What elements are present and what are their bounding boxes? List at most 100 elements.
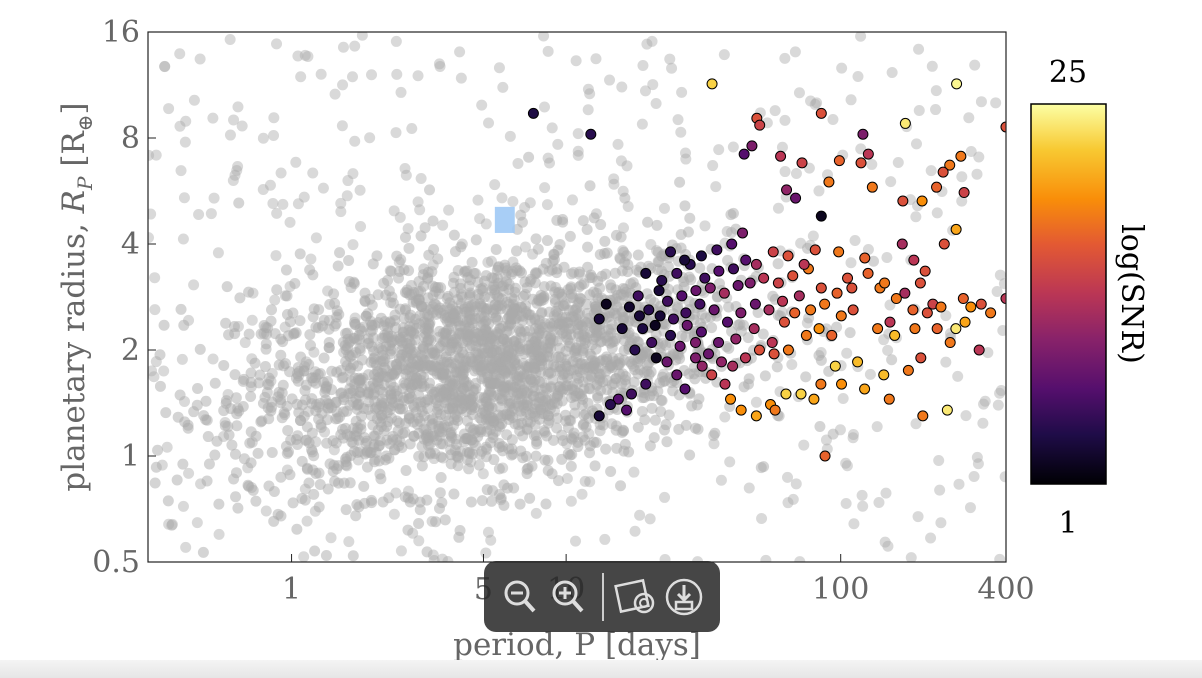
background-point: [582, 307, 594, 319]
background-point: [658, 368, 670, 380]
background-point: [448, 419, 460, 431]
background-point: [582, 241, 594, 253]
screenshot-button[interactable]: [614, 575, 658, 619]
background-point: [599, 235, 611, 247]
background-point: [614, 252, 626, 264]
background-point: [177, 233, 189, 245]
background-point: [428, 453, 440, 465]
highlighted-point: [748, 323, 760, 335]
highlighted-point: [706, 78, 718, 90]
background-point: [569, 304, 581, 316]
background-point: [305, 339, 317, 351]
background-point: [336, 120, 348, 132]
background-point: [295, 351, 307, 363]
background-point: [662, 261, 674, 273]
background-point: [628, 376, 640, 388]
background-point: [913, 104, 925, 116]
background-point: [378, 425, 390, 437]
background-point: [422, 317, 434, 329]
highlighted-point: [787, 270, 799, 282]
background-point: [439, 514, 451, 526]
background-point: [537, 263, 549, 275]
background-point: [219, 416, 231, 428]
background-point: [445, 444, 457, 456]
background-point: [591, 378, 603, 390]
background-point: [578, 409, 590, 421]
window-bottom-bar: [0, 660, 1202, 678]
highlighted-point: [815, 107, 827, 119]
toolbar-divider: [602, 573, 604, 621]
background-point: [319, 426, 331, 438]
background-point: [128, 513, 139, 524]
background-point: [572, 328, 584, 340]
background-point: [680, 331, 692, 343]
background-point: [403, 242, 415, 254]
zoom-in-button[interactable]: [546, 575, 590, 619]
background-point: [608, 173, 620, 185]
background-point: [538, 101, 550, 113]
background-point: [455, 298, 467, 310]
background-point: [415, 172, 427, 184]
background-point: [365, 326, 377, 338]
background-point: [309, 545, 321, 557]
background-point: [864, 368, 876, 380]
background-point: [665, 377, 677, 389]
background-point: [335, 364, 347, 376]
background-point: [300, 356, 312, 368]
background-point: [443, 204, 455, 216]
background-point: [474, 298, 486, 310]
background-point: [523, 361, 535, 373]
background-point: [427, 280, 439, 292]
download-button[interactable]: [662, 575, 706, 619]
background-point: [583, 382, 595, 394]
background-point: [369, 456, 381, 468]
background-point: [494, 401, 506, 413]
background-point: [590, 208, 602, 220]
background-point: [561, 361, 573, 373]
background-point: [229, 448, 241, 460]
background-point: [433, 391, 445, 403]
highlighted-point: [758, 272, 770, 284]
background-point: [640, 85, 652, 97]
background-point: [14, 423, 25, 434]
background-point: [486, 495, 498, 507]
background-point: [402, 524, 414, 536]
highlighted-point: [842, 272, 854, 284]
background-point: [416, 460, 428, 472]
highlighted-point: [805, 304, 817, 316]
background-point: [632, 421, 644, 433]
background-point: [246, 353, 258, 365]
background-point: [530, 429, 542, 441]
background-point: [827, 428, 839, 440]
background-point: [486, 284, 498, 296]
background-point: [543, 321, 555, 333]
background-point: [178, 319, 190, 331]
highlighted-point: [699, 272, 711, 284]
background-point: [656, 250, 668, 262]
background-point: [594, 336, 606, 348]
background-point: [313, 501, 325, 513]
zoom-out-button[interactable]: [498, 575, 542, 619]
background-point: [992, 399, 1004, 411]
highlighted-point: [944, 337, 956, 349]
background-point: [658, 424, 670, 436]
background-point: [310, 436, 322, 448]
background-point: [317, 182, 329, 194]
background-point: [484, 291, 496, 303]
background-point: [334, 411, 346, 423]
background-point: [307, 167, 319, 179]
background-point: [442, 555, 454, 562]
background-point: [163, 518, 175, 530]
background-point: [376, 332, 388, 344]
background-point: [882, 540, 894, 552]
highlighted-point: [640, 267, 652, 279]
background-point: [174, 389, 186, 401]
background-point: [505, 310, 517, 322]
background-point: [318, 352, 330, 364]
highlighted-point: [789, 307, 801, 319]
background-point: [975, 96, 987, 108]
background-point: [709, 427, 721, 439]
background-point: [420, 302, 432, 314]
background-point: [568, 266, 580, 278]
background-point: [257, 183, 269, 195]
